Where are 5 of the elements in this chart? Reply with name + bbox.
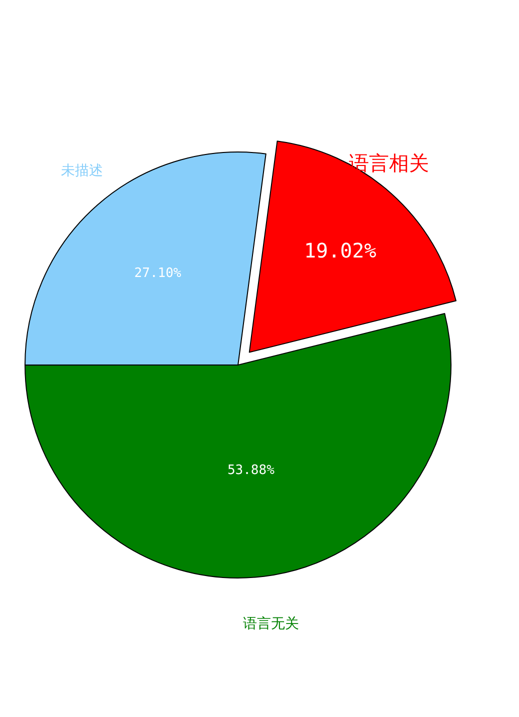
data-label: 53.88% bbox=[227, 463, 275, 478]
slice-label: 未描述 bbox=[61, 163, 103, 179]
data-label: 27.10% bbox=[134, 266, 182, 282]
data-label: 19.02% bbox=[304, 238, 376, 263]
slice-label: 语言无关 bbox=[243, 616, 299, 632]
